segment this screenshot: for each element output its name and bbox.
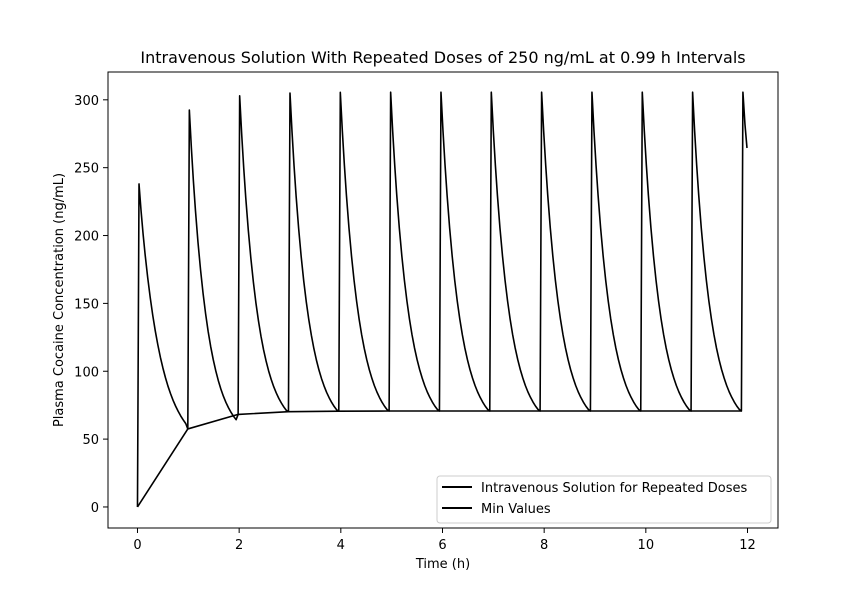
plot-frame xyxy=(107,71,779,529)
x-tick-label: 10 xyxy=(638,538,655,553)
legend: Intravenous Solution for Repeated Doses … xyxy=(436,475,772,524)
x-tick-label: 0 xyxy=(133,538,141,553)
x-tick-label: 6 xyxy=(438,538,446,553)
x-tick-label: 2 xyxy=(235,538,243,553)
plot-area xyxy=(136,91,748,508)
y-tick-label: 100 xyxy=(74,365,99,380)
y-axis-title: Plasma Cocaine Concentration (ng/mL) xyxy=(52,173,67,427)
legend-box xyxy=(436,475,772,524)
series-line-1 xyxy=(136,91,748,507)
series-line-2 xyxy=(136,410,742,508)
y-tick-label: 50 xyxy=(82,433,99,448)
y-tick-label: 150 xyxy=(74,297,99,312)
chart-title: Intravenous Solution With Repeated Doses… xyxy=(140,48,745,67)
x-tick-label: 8 xyxy=(540,538,548,553)
y-tick-label: 250 xyxy=(74,162,99,177)
axes: 0 2 4 6 8 10 12 0 50 100 150 200 250 300 xyxy=(74,71,779,553)
legend-label-series-1: Intravenous Solution for Repeated Doses xyxy=(481,481,747,496)
x-tick-label: 12 xyxy=(739,538,756,553)
x-axis-title: Time (h) xyxy=(415,557,470,572)
y-tick-label: 300 xyxy=(74,94,99,109)
y-tick-label: 200 xyxy=(74,230,99,245)
legend-label-series-2: Min Values xyxy=(481,502,551,517)
x-tick-label: 4 xyxy=(337,538,345,553)
y-tick-label: 0 xyxy=(91,501,99,516)
